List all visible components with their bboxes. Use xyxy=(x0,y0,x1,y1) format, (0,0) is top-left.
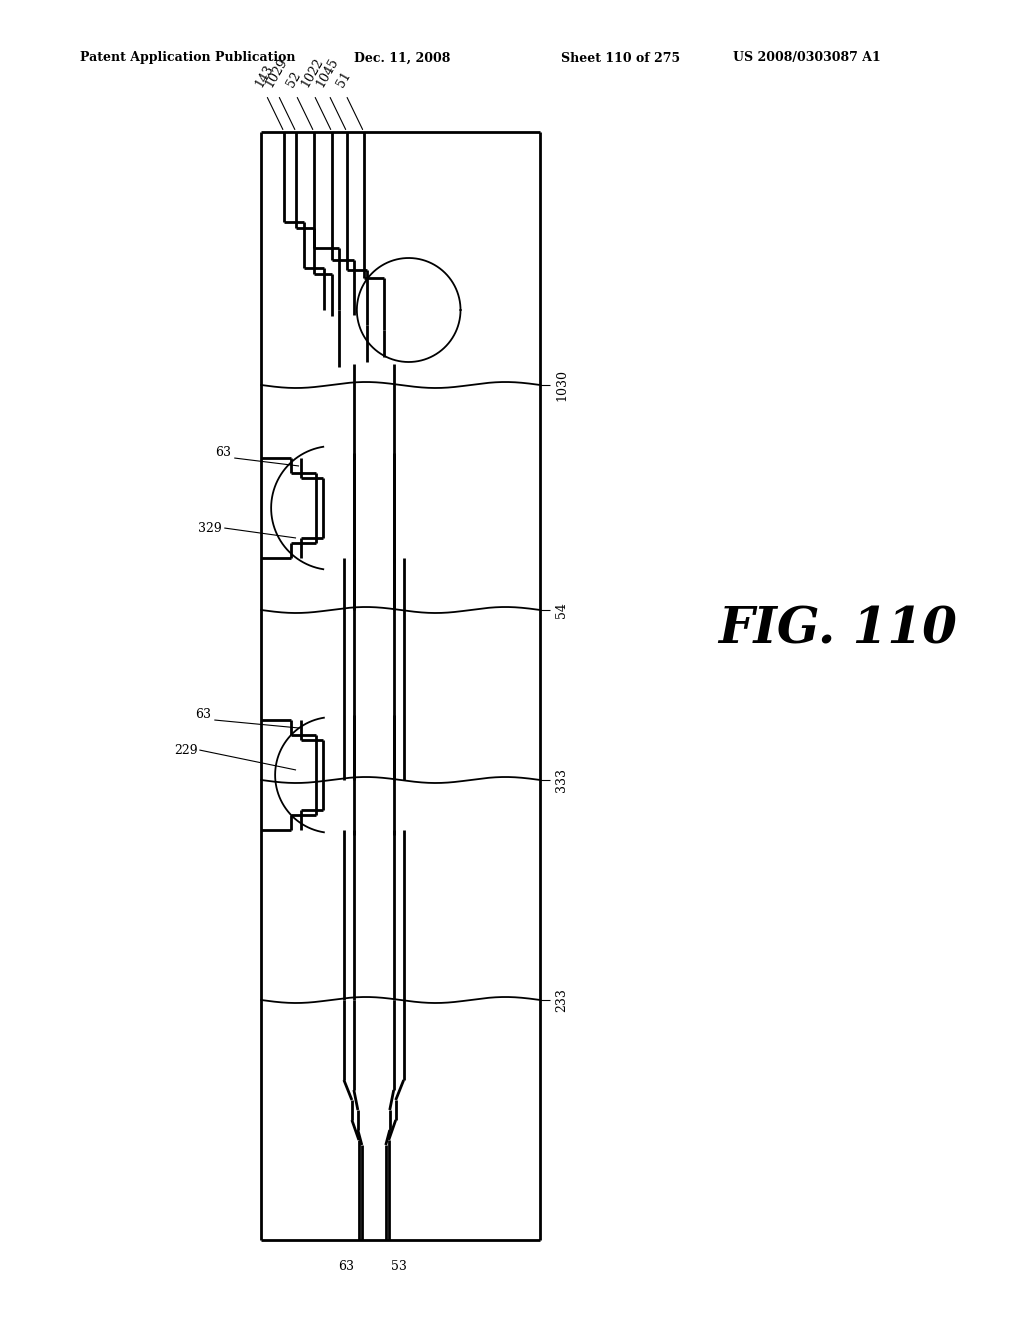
Text: Dec. 11, 2008: Dec. 11, 2008 xyxy=(354,51,451,65)
Text: 1029: 1029 xyxy=(262,55,290,90)
Text: 54: 54 xyxy=(555,602,568,618)
Text: 52: 52 xyxy=(285,70,304,90)
Text: 143: 143 xyxy=(253,63,275,90)
Text: 233: 233 xyxy=(555,989,568,1012)
Text: 1022: 1022 xyxy=(298,55,326,90)
Text: 333: 333 xyxy=(555,768,568,792)
Text: 63: 63 xyxy=(196,709,211,722)
Text: Patent Application Publication: Patent Application Publication xyxy=(80,51,295,65)
Text: 51: 51 xyxy=(334,70,353,90)
Text: 63: 63 xyxy=(215,446,231,459)
Text: 329: 329 xyxy=(198,521,221,535)
Text: 53: 53 xyxy=(391,1261,407,1272)
Text: 1045: 1045 xyxy=(313,55,341,90)
Text: 229: 229 xyxy=(174,743,198,756)
Text: 63: 63 xyxy=(338,1261,354,1272)
Text: 1030: 1030 xyxy=(555,370,568,401)
Text: US 2008/0303087 A1: US 2008/0303087 A1 xyxy=(732,51,881,65)
Text: Sheet 110 of 275: Sheet 110 of 275 xyxy=(561,51,680,65)
Text: FIG. 110: FIG. 110 xyxy=(718,606,956,655)
